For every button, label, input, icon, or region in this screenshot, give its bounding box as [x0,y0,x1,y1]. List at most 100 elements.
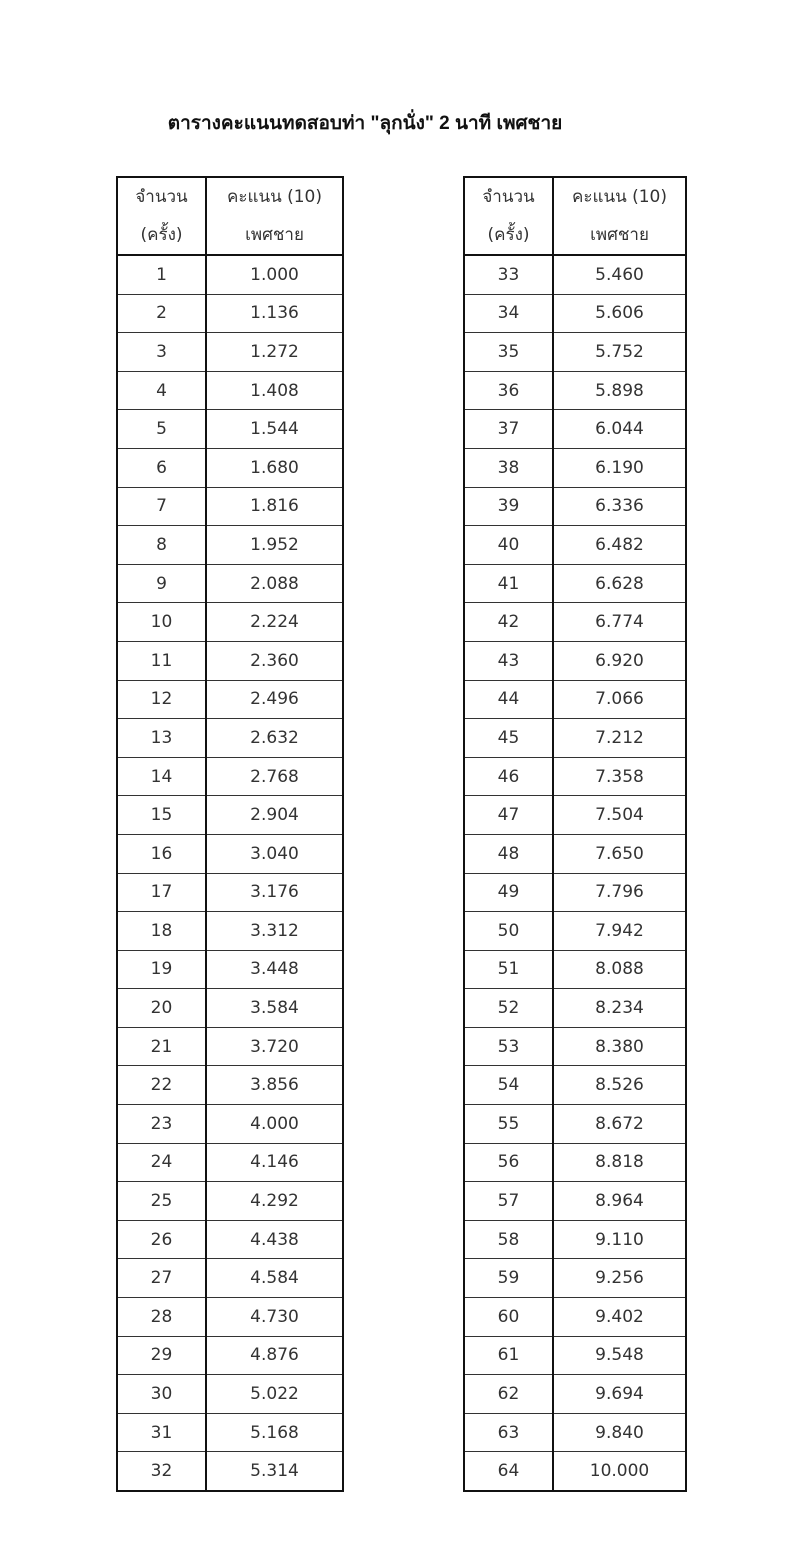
score-cell: 8.672 [552,1104,687,1144]
table-row: 56 8.818 [463,1142,687,1183]
score-cell: 1.952 [205,525,344,565]
count-cell: 22 [116,1065,207,1106]
count-cell: 61 [463,1335,554,1376]
count-cell: 43 [463,640,554,681]
table-row: 18 3.312 [116,911,344,951]
score-header-sub: เพศชาย [205,216,344,256]
count-cell: 28 [116,1297,207,1337]
score-cell: 5.168 [205,1412,344,1453]
count-cell: 46 [463,756,554,797]
count-cell: 35 [463,332,554,372]
score-cell: 4.000 [205,1104,344,1144]
score-cell: 8.380 [552,1026,687,1067]
page-title: ตารางคะแนนทดสอบท่า "ลุกนั่ง" 2 นาที เพศช… [167,113,563,134]
count-cell: 54 [463,1065,554,1106]
table-row: 24 4.146 [116,1142,344,1183]
table-row: 55 8.672 [463,1104,687,1144]
count-cell: 37 [463,409,554,449]
count-cell: 13 [116,718,207,758]
score-header-sub: เพศชาย [552,216,687,256]
count-cell: 27 [116,1258,207,1299]
table-row: 9 2.088 [116,563,344,604]
count-cell: 56 [463,1142,554,1183]
score-cell: 8.234 [552,988,687,1028]
table-row: 57 8.964 [463,1181,687,1221]
score-cell: 3.312 [205,911,344,951]
table-row: 47 7.504 [463,795,687,835]
score-header: คะแนน (10) [552,176,687,216]
count-header: จำนวน [116,176,207,216]
count-cell: 17 [116,872,207,913]
table-row: 36 5.898 [463,370,687,411]
count-cell: 16 [116,833,207,874]
count-cell: 42 [463,602,554,642]
count-cell: 25 [116,1181,207,1221]
table-row: 39 6.336 [463,486,687,527]
table-row: 62 9.694 [463,1374,687,1414]
table-row: 4 1.408 [116,370,344,411]
count-cell: 45 [463,718,554,758]
score-cell: 9.548 [552,1335,687,1376]
score-cell: 8.088 [552,949,687,990]
table-row: 8 1.952 [116,525,344,565]
score-cell: 2.496 [205,679,344,720]
table-row: 21 3.720 [116,1026,344,1067]
count-cell: 33 [463,254,554,295]
table-row: 64 10.000 [463,1451,687,1492]
table-row: 29 4.876 [116,1335,344,1376]
table-row: 45 7.212 [463,718,687,758]
score-cell: 6.336 [552,486,687,527]
count-cell: 47 [463,795,554,835]
score-table-left: จำนวน คะแนน (10) (ครั้ง) เพศชาย 1 1.000 2 1… [116,176,344,1492]
table-row: 46 7.358 [463,756,687,797]
count-cell: 62 [463,1374,554,1414]
table-row: 5 1.544 [116,409,344,449]
score-cell: 3.720 [205,1026,344,1067]
table-row: 23 4.000 [116,1104,344,1144]
count-cell: 51 [463,949,554,990]
score-cell: 9.402 [552,1297,687,1337]
table-row: 44 7.066 [463,679,687,720]
score-cell: 7.212 [552,718,687,758]
score-cell: 6.774 [552,602,687,642]
table-row: 1 1.000 [116,254,344,295]
score-cell: 5.022 [205,1374,344,1414]
count-cell: 41 [463,563,554,604]
table-row: 16 3.040 [116,833,344,874]
score-cell: 1.408 [205,370,344,411]
table-row: 42 6.774 [463,602,687,642]
score-cell: 6.482 [552,525,687,565]
score-cell: 7.942 [552,911,687,951]
table-row: 3 1.272 [116,332,344,372]
count-header-sub: (ครั้ง) [463,216,554,256]
score-cell: 6.920 [552,640,687,681]
count-cell: 26 [116,1219,207,1260]
score-cell: 5.898 [552,370,687,411]
count-cell: 49 [463,872,554,913]
count-cell: 38 [463,447,554,488]
table-row: 14 2.768 [116,756,344,797]
score-cell: 9.694 [552,1374,687,1414]
score-cell: 3.856 [205,1065,344,1106]
count-cell: 21 [116,1026,207,1067]
count-cell: 20 [116,988,207,1028]
score-table-right: จำนวน คะแนน (10) (ครั้ง) เพศชาย 33 5.460 3… [463,176,687,1492]
count-header: จำนวน [463,176,554,216]
score-cell: 4.876 [205,1335,344,1376]
score-cell: 5.314 [205,1451,344,1492]
table-row: 28 4.730 [116,1297,344,1337]
score-cell: 9.840 [552,1412,687,1453]
count-cell: 59 [463,1258,554,1299]
score-cell: 4.438 [205,1219,344,1260]
table-row: 35 5.752 [463,332,687,372]
score-cell: 7.358 [552,756,687,797]
score-cell: 2.904 [205,795,344,835]
count-cell: 64 [463,1451,554,1492]
count-cell: 15 [116,795,207,835]
table-row: 30 5.022 [116,1374,344,1414]
table-row: 10 2.224 [116,602,344,642]
score-cell: 4.584 [205,1258,344,1299]
table-row: 40 6.482 [463,525,687,565]
score-cell: 3.040 [205,833,344,874]
count-cell: 50 [463,911,554,951]
